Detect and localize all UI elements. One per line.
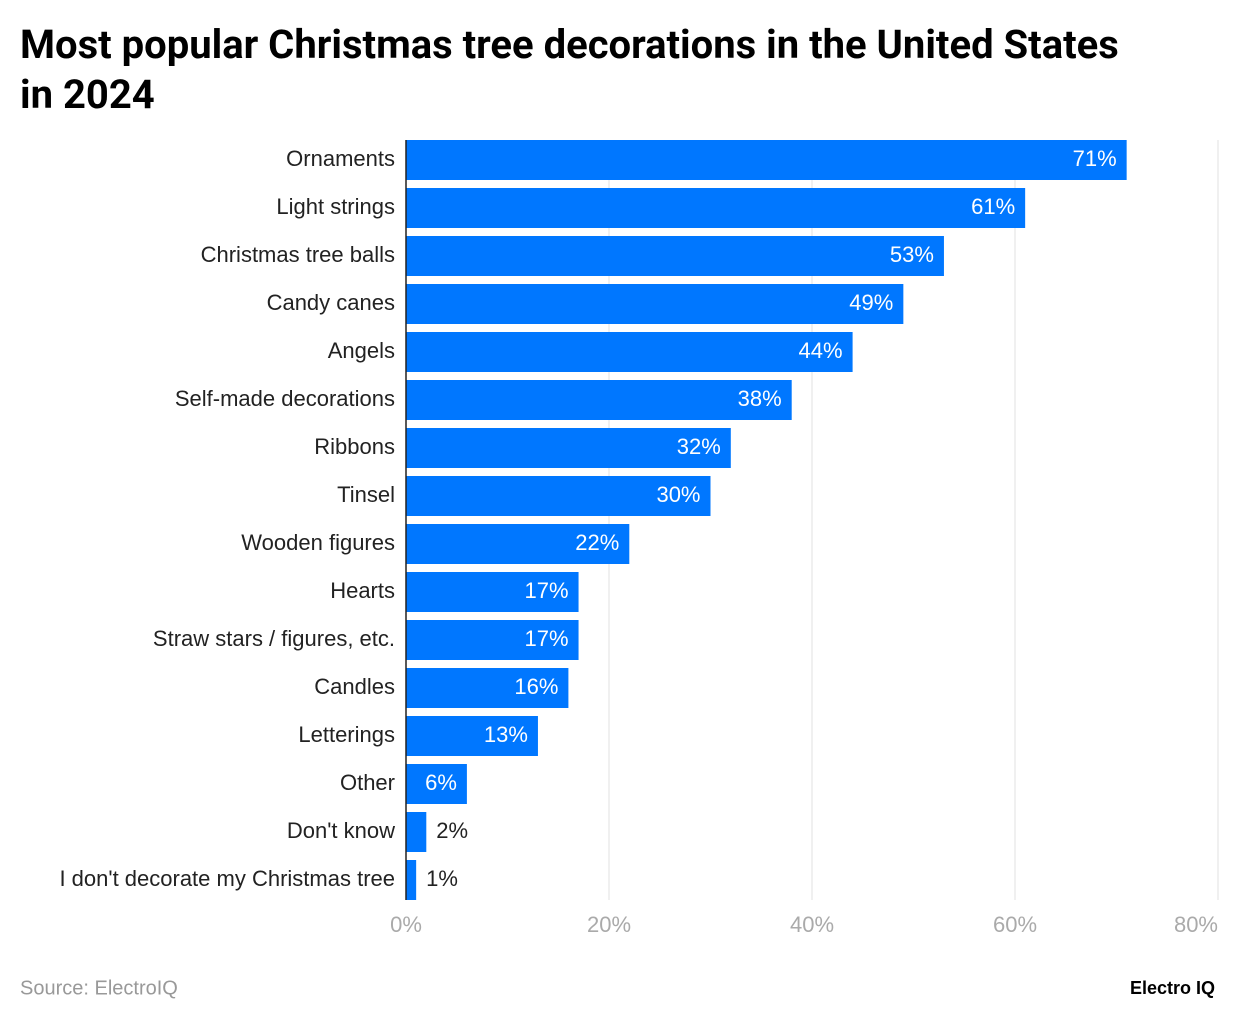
bar bbox=[406, 140, 1127, 180]
y-tick-label: Don't know bbox=[287, 818, 395, 843]
y-tick-label: Light strings bbox=[276, 194, 395, 219]
y-tick-label: Candles bbox=[314, 674, 395, 699]
value-label: 22% bbox=[575, 530, 619, 555]
value-label: 16% bbox=[514, 674, 558, 699]
value-label: 13% bbox=[484, 722, 528, 747]
bar bbox=[406, 476, 711, 516]
value-label: 6% bbox=[425, 770, 457, 795]
y-tick-label: Other bbox=[340, 770, 395, 795]
y-tick-label: Self-made decorations bbox=[175, 386, 395, 411]
chart-title: Most popular Christmas tree decorations … bbox=[20, 21, 1119, 118]
y-tick-label: Christmas tree balls bbox=[201, 242, 395, 267]
y-tick-label: Hearts bbox=[330, 578, 395, 603]
y-tick-label: I don't decorate my Christmas tree bbox=[59, 866, 395, 891]
y-tick-label: Letterings bbox=[298, 722, 395, 747]
value-label: 61% bbox=[971, 194, 1015, 219]
x-tick-label: 80% bbox=[1174, 912, 1218, 937]
bar bbox=[406, 524, 630, 564]
value-label: 44% bbox=[799, 338, 843, 363]
value-label: 38% bbox=[738, 386, 782, 411]
bar bbox=[406, 188, 1026, 228]
value-label: 49% bbox=[849, 290, 893, 315]
bar bbox=[406, 428, 731, 468]
x-tick-label: 60% bbox=[993, 912, 1037, 937]
bar bbox=[406, 284, 904, 324]
brand: Electro IQ bbox=[1130, 978, 1215, 998]
y-tick-label: Straw stars / figures, etc. bbox=[153, 626, 395, 651]
bar bbox=[406, 236, 944, 276]
y-tick-label: Wooden figures bbox=[241, 530, 395, 555]
value-label: 71% bbox=[1073, 146, 1117, 171]
bar bbox=[406, 620, 579, 660]
y-tick-label: Ribbons bbox=[314, 434, 395, 459]
bar bbox=[406, 668, 569, 708]
value-label: 32% bbox=[677, 434, 721, 459]
bar bbox=[406, 572, 579, 612]
bar bbox=[406, 716, 538, 756]
y-tick-label: Angels bbox=[328, 338, 395, 363]
bar bbox=[406, 332, 853, 372]
bar bbox=[406, 860, 417, 900]
x-tick-label: 20% bbox=[587, 912, 631, 937]
value-label: 30% bbox=[656, 482, 700, 507]
value-label: 2% bbox=[436, 818, 468, 843]
x-tick-label: 40% bbox=[790, 912, 834, 937]
source: Source: ElectroIQ bbox=[20, 977, 178, 999]
x-tick-label: 0% bbox=[390, 912, 422, 937]
bar bbox=[406, 380, 792, 420]
y-tick-label: Ornaments bbox=[286, 146, 395, 171]
bar bbox=[406, 812, 427, 852]
value-label: 17% bbox=[525, 626, 569, 651]
value-label: 17% bbox=[525, 578, 569, 603]
y-tick-label: Tinsel bbox=[337, 482, 395, 507]
bar bbox=[406, 764, 467, 804]
y-tick-label: Candy canes bbox=[267, 290, 395, 315]
value-label: 53% bbox=[890, 242, 934, 267]
value-label: 1% bbox=[426, 866, 458, 891]
